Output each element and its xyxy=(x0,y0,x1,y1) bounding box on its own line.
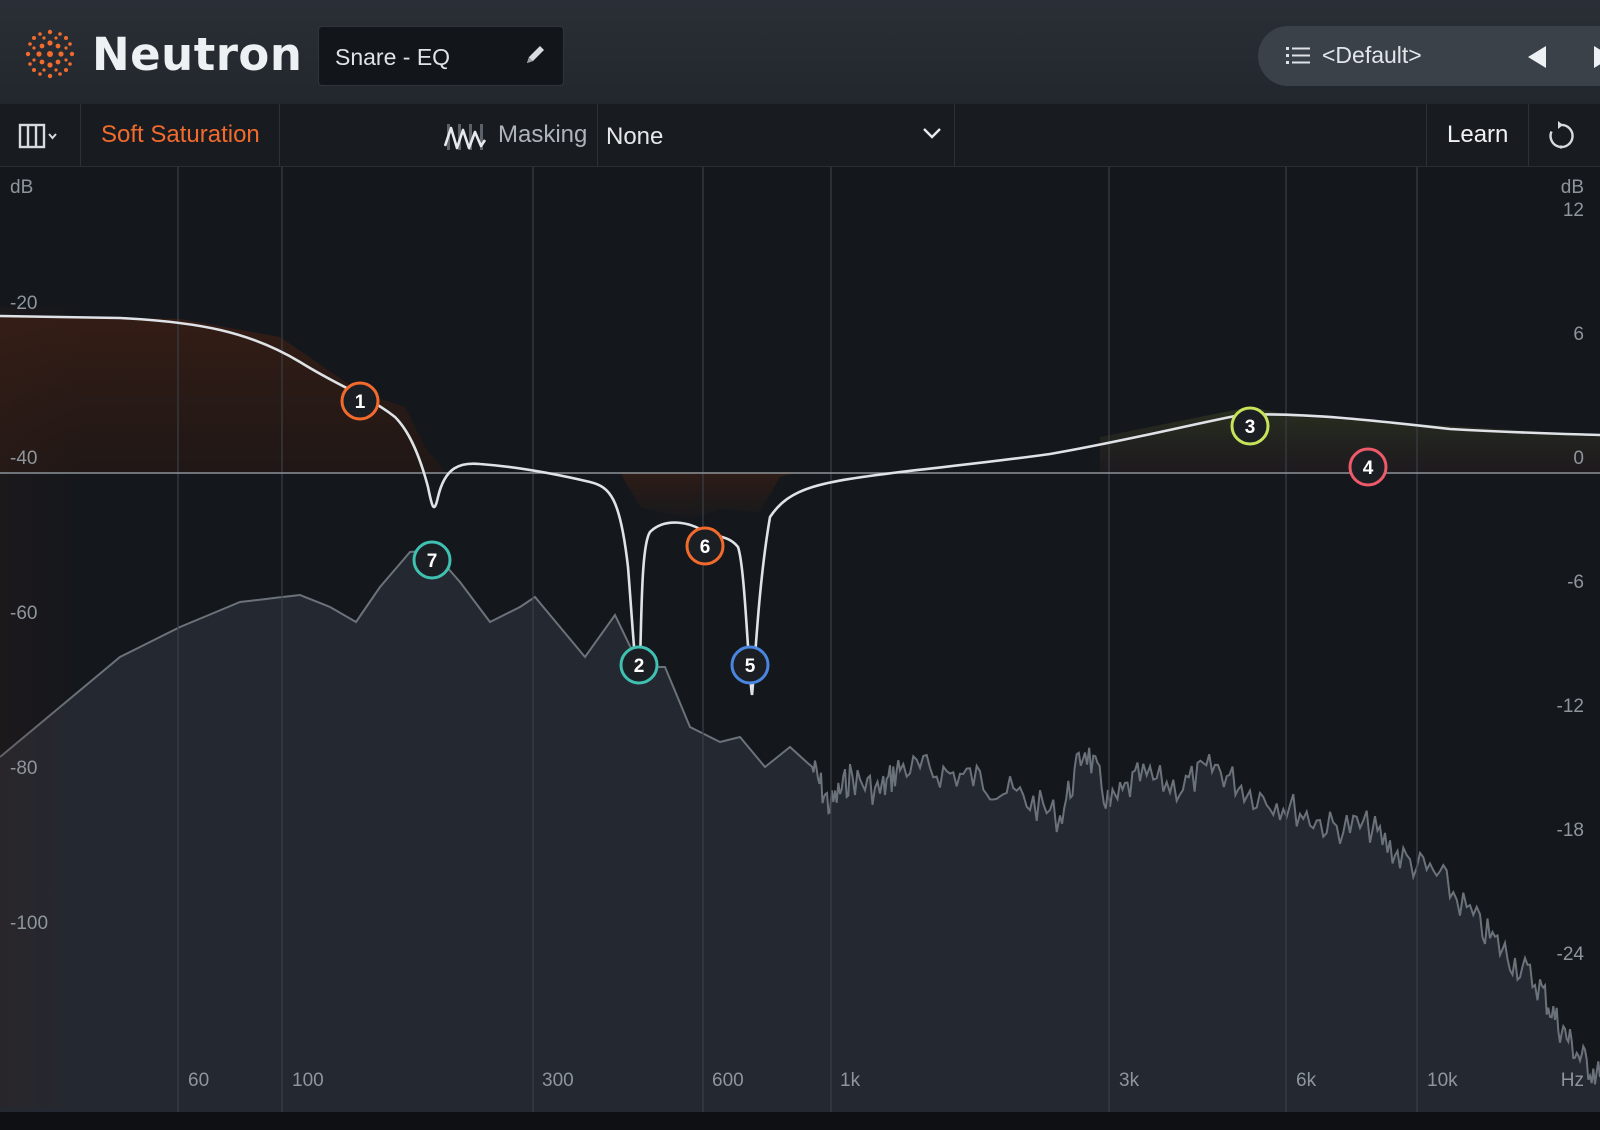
soft-saturation-toggle[interactable]: Soft Saturation xyxy=(101,121,260,148)
bottom-ruler xyxy=(0,1112,1600,1130)
left-tick-label: -60 xyxy=(10,603,37,624)
toolbar-divider xyxy=(279,104,280,166)
eq-node-6[interactable]: 6 xyxy=(685,526,725,566)
toolbar-divider xyxy=(597,104,598,166)
frequency-unit: Hz xyxy=(1561,1070,1584,1091)
frequency-label: 100 xyxy=(292,1070,324,1091)
eq-node-4[interactable]: 4 xyxy=(1348,447,1388,487)
frequency-label: 10k xyxy=(1427,1070,1458,1091)
eq-node-circle[interactable] xyxy=(730,645,770,685)
module-name-text: Snare - EQ xyxy=(335,44,451,70)
preset-name-label: <Default> xyxy=(1322,42,1422,68)
eq-node-number: 7 xyxy=(427,551,438,572)
eq-node-circle[interactable] xyxy=(412,540,452,580)
eq-node-number: 4 xyxy=(1363,458,1374,479)
spectrum-fill xyxy=(0,550,1600,1112)
frequency-label: 300 xyxy=(542,1070,574,1091)
low-cut-shade xyxy=(0,307,80,1107)
eq-band-fill-mid xyxy=(620,472,800,519)
brand-title: Neutron xyxy=(92,28,303,81)
eq-node-number: 1 xyxy=(355,392,366,413)
eq-node-3[interactable]: 3 xyxy=(1230,406,1270,446)
eq-node-number: 2 xyxy=(634,656,645,677)
right-tick-label: -12 xyxy=(1557,696,1584,717)
masking-source-value: None xyxy=(606,123,664,150)
frequency-label: 600 xyxy=(712,1070,744,1091)
eq-node-circle[interactable] xyxy=(1230,406,1270,446)
masking-label: Masking xyxy=(498,121,588,148)
left-tick-label: -40 xyxy=(10,448,37,469)
spectrum-analyzer xyxy=(0,548,1600,1112)
toolbar-divider xyxy=(1426,104,1427,166)
eq-node-number: 6 xyxy=(700,537,711,558)
neutron-logo xyxy=(25,29,75,79)
eq-node-circle[interactable] xyxy=(1348,447,1388,487)
eq-node-number: 5 xyxy=(745,656,756,677)
right-tick-label: 0 xyxy=(1573,448,1584,469)
eq-band-fill-low xyxy=(0,315,445,472)
right-tick-label: -18 xyxy=(1557,820,1584,841)
view-options-icon[interactable] xyxy=(18,122,62,150)
frequency-label: 60 xyxy=(188,1070,209,1091)
right-tick-label: -24 xyxy=(1557,944,1585,965)
eq-node-number: 3 xyxy=(1245,417,1256,438)
eq-node-circle[interactable] xyxy=(619,645,659,685)
eq-node-circle[interactable] xyxy=(685,526,725,566)
eq-node-2[interactable]: 2 xyxy=(619,645,659,685)
right-tick-label: 6 xyxy=(1573,324,1584,345)
frequency-label: 3k xyxy=(1119,1070,1140,1091)
reset-icon[interactable] xyxy=(1546,120,1576,152)
header-bar: Neutron Snare - EQ <Default> xyxy=(0,0,1600,105)
module-name-field[interactable]: Snare - EQ xyxy=(318,26,564,86)
previous-preset-icon[interactable] xyxy=(1528,46,1546,68)
eq-toolbar: Soft Saturation Masking None Learn xyxy=(0,104,1600,167)
eq-band-nodes[interactable]: 1 2 3 4 5 6 7 xyxy=(340,381,1388,685)
learn-button[interactable]: Learn xyxy=(1447,121,1509,148)
eq-node-circle[interactable] xyxy=(340,381,380,421)
eq-response-curve[interactable] xyxy=(0,314,1600,696)
masking-icon[interactable] xyxy=(444,122,486,152)
left-tick-label: -80 xyxy=(10,758,37,779)
frequency-label: 1k xyxy=(840,1070,861,1091)
eq-band-fill-high xyxy=(1100,407,1600,472)
masking-source-dropdown[interactable]: None xyxy=(598,104,954,166)
next-preset-icon[interactable] xyxy=(1594,46,1600,68)
left-tick-label: -100 xyxy=(10,913,48,934)
preset-browser[interactable]: <Default> xyxy=(1258,26,1600,86)
list-icon xyxy=(1286,47,1310,64)
left-axis-unit: dB xyxy=(10,177,33,198)
eq-node-7[interactable]: 7 xyxy=(412,540,452,580)
pencil-icon[interactable] xyxy=(521,41,549,69)
eq-graph[interactable]: dB dB -20 -40 -60 -80 -100 12 6 0 -6 -12 -18 -24 60 100… xyxy=(0,167,1600,1130)
left-tick-label: -20 xyxy=(10,293,37,314)
right-axis-unit: dB xyxy=(1561,177,1584,198)
spectrum-peak-line xyxy=(0,548,1600,1085)
toolbar-divider xyxy=(80,104,81,166)
eq-node-1[interactable]: 1 xyxy=(340,381,380,421)
toolbar-divider xyxy=(1528,104,1529,166)
frequency-gridlines xyxy=(177,167,1418,1112)
right-tick-label: -6 xyxy=(1567,572,1584,593)
toolbar-divider xyxy=(954,104,955,166)
chevron-down-icon xyxy=(923,128,941,139)
frequency-label: 6k xyxy=(1296,1070,1317,1091)
right-tick-label: 12 xyxy=(1563,200,1584,221)
eq-node-5[interactable]: 5 xyxy=(730,645,770,685)
